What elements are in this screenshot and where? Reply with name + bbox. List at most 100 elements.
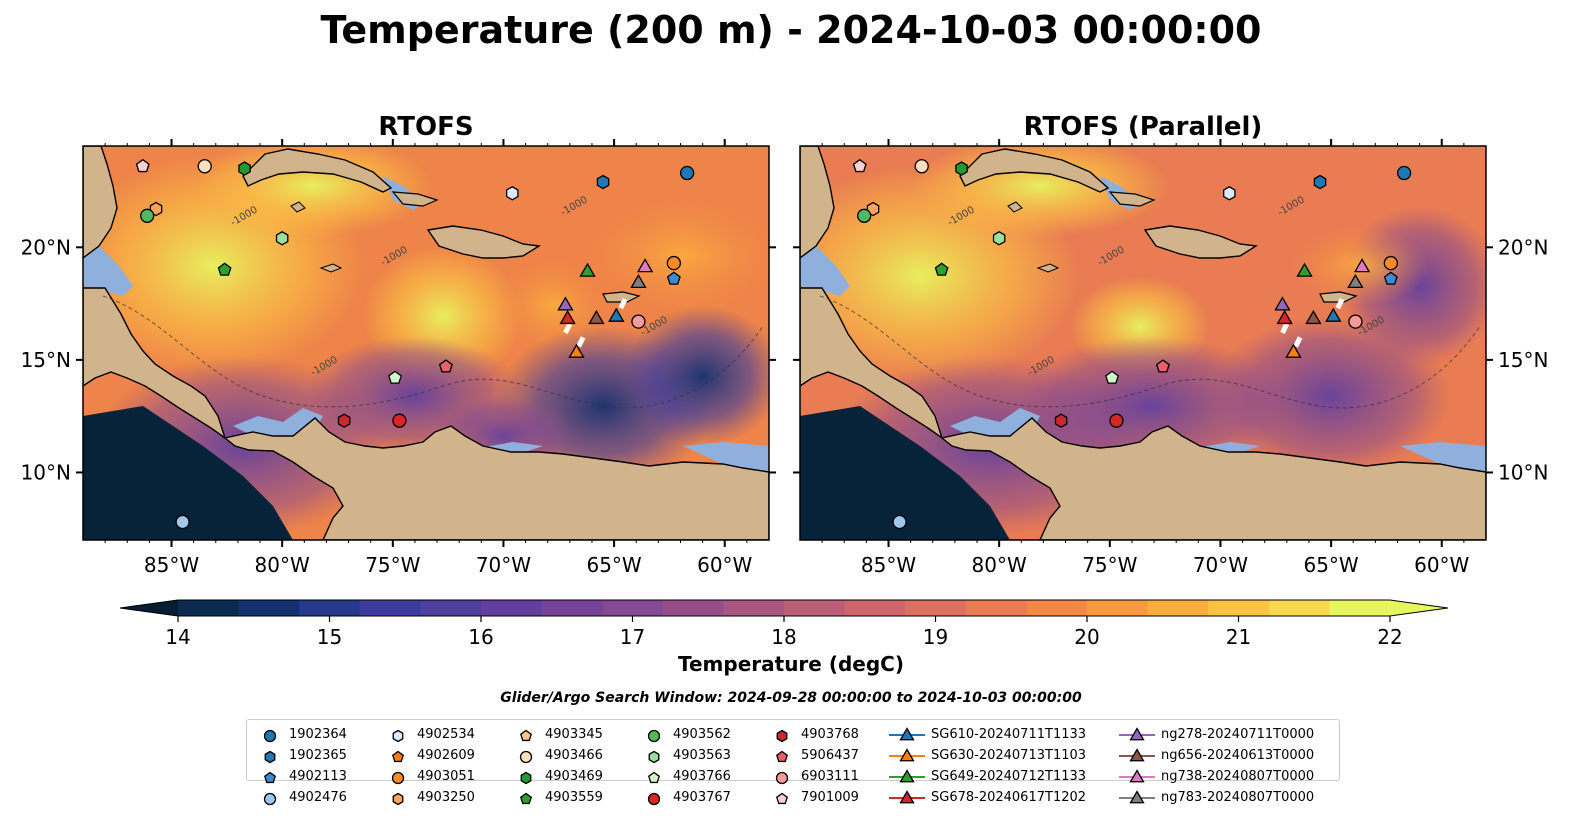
legend-marker-icon [776,750,788,762]
platform-marker-7901009 [135,158,150,173]
platform-marker-ng738-20240807t0000 [1353,258,1371,273]
legend-item: ng783-20240807T0000 [1117,787,1314,808]
legend-item: 4903466 [511,745,603,766]
lon-tick-label: 60°W [1414,553,1469,577]
legend-marker-icon [263,792,277,805]
legend-marker-icon [776,729,788,742]
colorbar: 14 15 16 17 18 19 20 21 22 [119,599,1449,649]
colorbar-tick-label: 14 [165,625,190,649]
colorbar-tick-label: 19 [923,625,948,649]
lon-tick-label: 60°W [697,553,752,577]
lat-tick-label: 15°N [21,348,71,372]
legend-symbol [1129,747,1145,761]
legend-marker-icon [1119,768,1155,782]
legend-item: 4902113 [255,766,347,787]
map-frame-rtofs [82,145,770,541]
map-frame-parallel [799,145,1487,541]
legend-symbol [264,750,276,763]
map-panel-parallel: -1000-1000-1000-1000-1000 [800,146,1486,540]
platform-marker-5906437 [1155,359,1170,373]
legend-symbol [899,768,915,782]
colorbar-bin [1147,600,1209,616]
platform-marker-ng783-20240807t0000 [1347,273,1364,289]
legend-symbol [264,771,276,783]
legend-marker-icon [648,771,660,783]
legend-item: 1902365 [255,745,347,766]
legend-label: 6903111 [801,769,859,784]
colorbar-bin [965,600,1027,616]
platform-marker-4902113 [1383,271,1398,285]
legend-label: 4903345 [545,727,603,742]
legend-label: ng656-20240613T0000 [1161,748,1315,763]
search-window-caption: Glider/Argo Search Window: 2024-09-28 00… [500,690,1082,706]
legend-label: 5906437 [801,748,859,763]
legend-symbol [263,729,277,742]
colorbar-bin [1087,600,1149,616]
legend-symbol [263,792,277,805]
glider-track [1293,336,1303,348]
legend-item: SG610-20240711T1133 [887,724,1086,745]
legend-label: 4903562 [673,727,731,742]
lat-tick-label: 10°N [1498,460,1548,484]
legend-symbol [519,750,533,763]
legend-marker-icon [776,792,788,804]
legend-symbol [648,771,660,783]
figure-title: Temperature (200 m) - 2024-10-03 00:00:0… [320,8,1262,52]
platform-marker-6903111 [631,314,646,329]
lon-tick-label: 70°W [476,553,531,577]
colorbar-extend-under [120,600,178,616]
legend-column: 4902534 4902609 4903051 4903250 [383,724,475,808]
legend-item: 5906437 [767,745,859,766]
platform-marker-4902476 [892,514,907,530]
legend-symbol [392,729,404,742]
panel-title-rtofs-parallel: RTOFS (Parallel) [1023,112,1263,142]
legend-label: 4903768 [801,727,859,742]
legend-symbol [899,747,915,761]
legend-symbol [776,750,788,762]
legend-item: 1902364 [255,724,347,745]
lon-tick-label: 65°W [1303,553,1358,577]
legend-label: 4903466 [545,748,603,763]
legend-label: SG630-20240713T1103 [931,748,1087,763]
legend-item: SG630-20240713T1103 [887,745,1086,766]
glider-track [1280,322,1290,334]
legend-item: ng278-20240711T0000 [1117,724,1314,745]
legend-marker-icon [263,729,277,742]
legend-item: 4903051 [383,766,475,787]
legend-symbol [391,771,405,784]
colorbar-bin [844,600,906,616]
platform-marker-ng278-20240711t0000 [1274,296,1291,311]
platform-marker-1902364 [679,165,695,181]
platform-marker-4903466 [197,159,212,174]
platform-marker-4903559 [217,262,232,276]
legend-marker-icon [520,792,532,804]
legend-label: 1902365 [289,748,347,763]
legend-marker-icon [520,771,532,784]
platform-marker-5906437 [438,359,453,373]
legend-item: 4903559 [511,787,603,808]
legend-label: 1902364 [289,727,347,742]
platform-marker-1902365 [596,174,610,190]
platform-marker-sg630-20240713t1103 [568,343,585,358]
legend-label: 4903767 [673,790,731,805]
platform-marker-4903766 [1105,370,1119,384]
legend-label: 4903250 [417,790,475,805]
colorbar-bin [1329,600,1391,616]
platform-marker-1902364 [1396,165,1412,181]
legend-symbol [1129,726,1145,740]
legend-item: 4903563 [639,745,731,766]
platform-marker-4903563 [275,231,289,246]
platform-marker-ng656-20240613t0000 [1305,309,1322,325]
legend-symbol [647,729,661,742]
platform-marker-4903562 [140,208,155,223]
legend-item: ng656-20240613T0000 [1117,745,1314,766]
legend-symbol [1129,789,1145,803]
lat-tick-label: 20°N [21,235,71,259]
platform-marker-4903767 [1109,413,1124,428]
glider-track [1335,297,1345,310]
legend-marker-icon [520,729,532,741]
legend-item: 7901009 [767,787,859,808]
legend-item: 4902609 [383,745,475,766]
colorbar-bin [481,600,543,616]
